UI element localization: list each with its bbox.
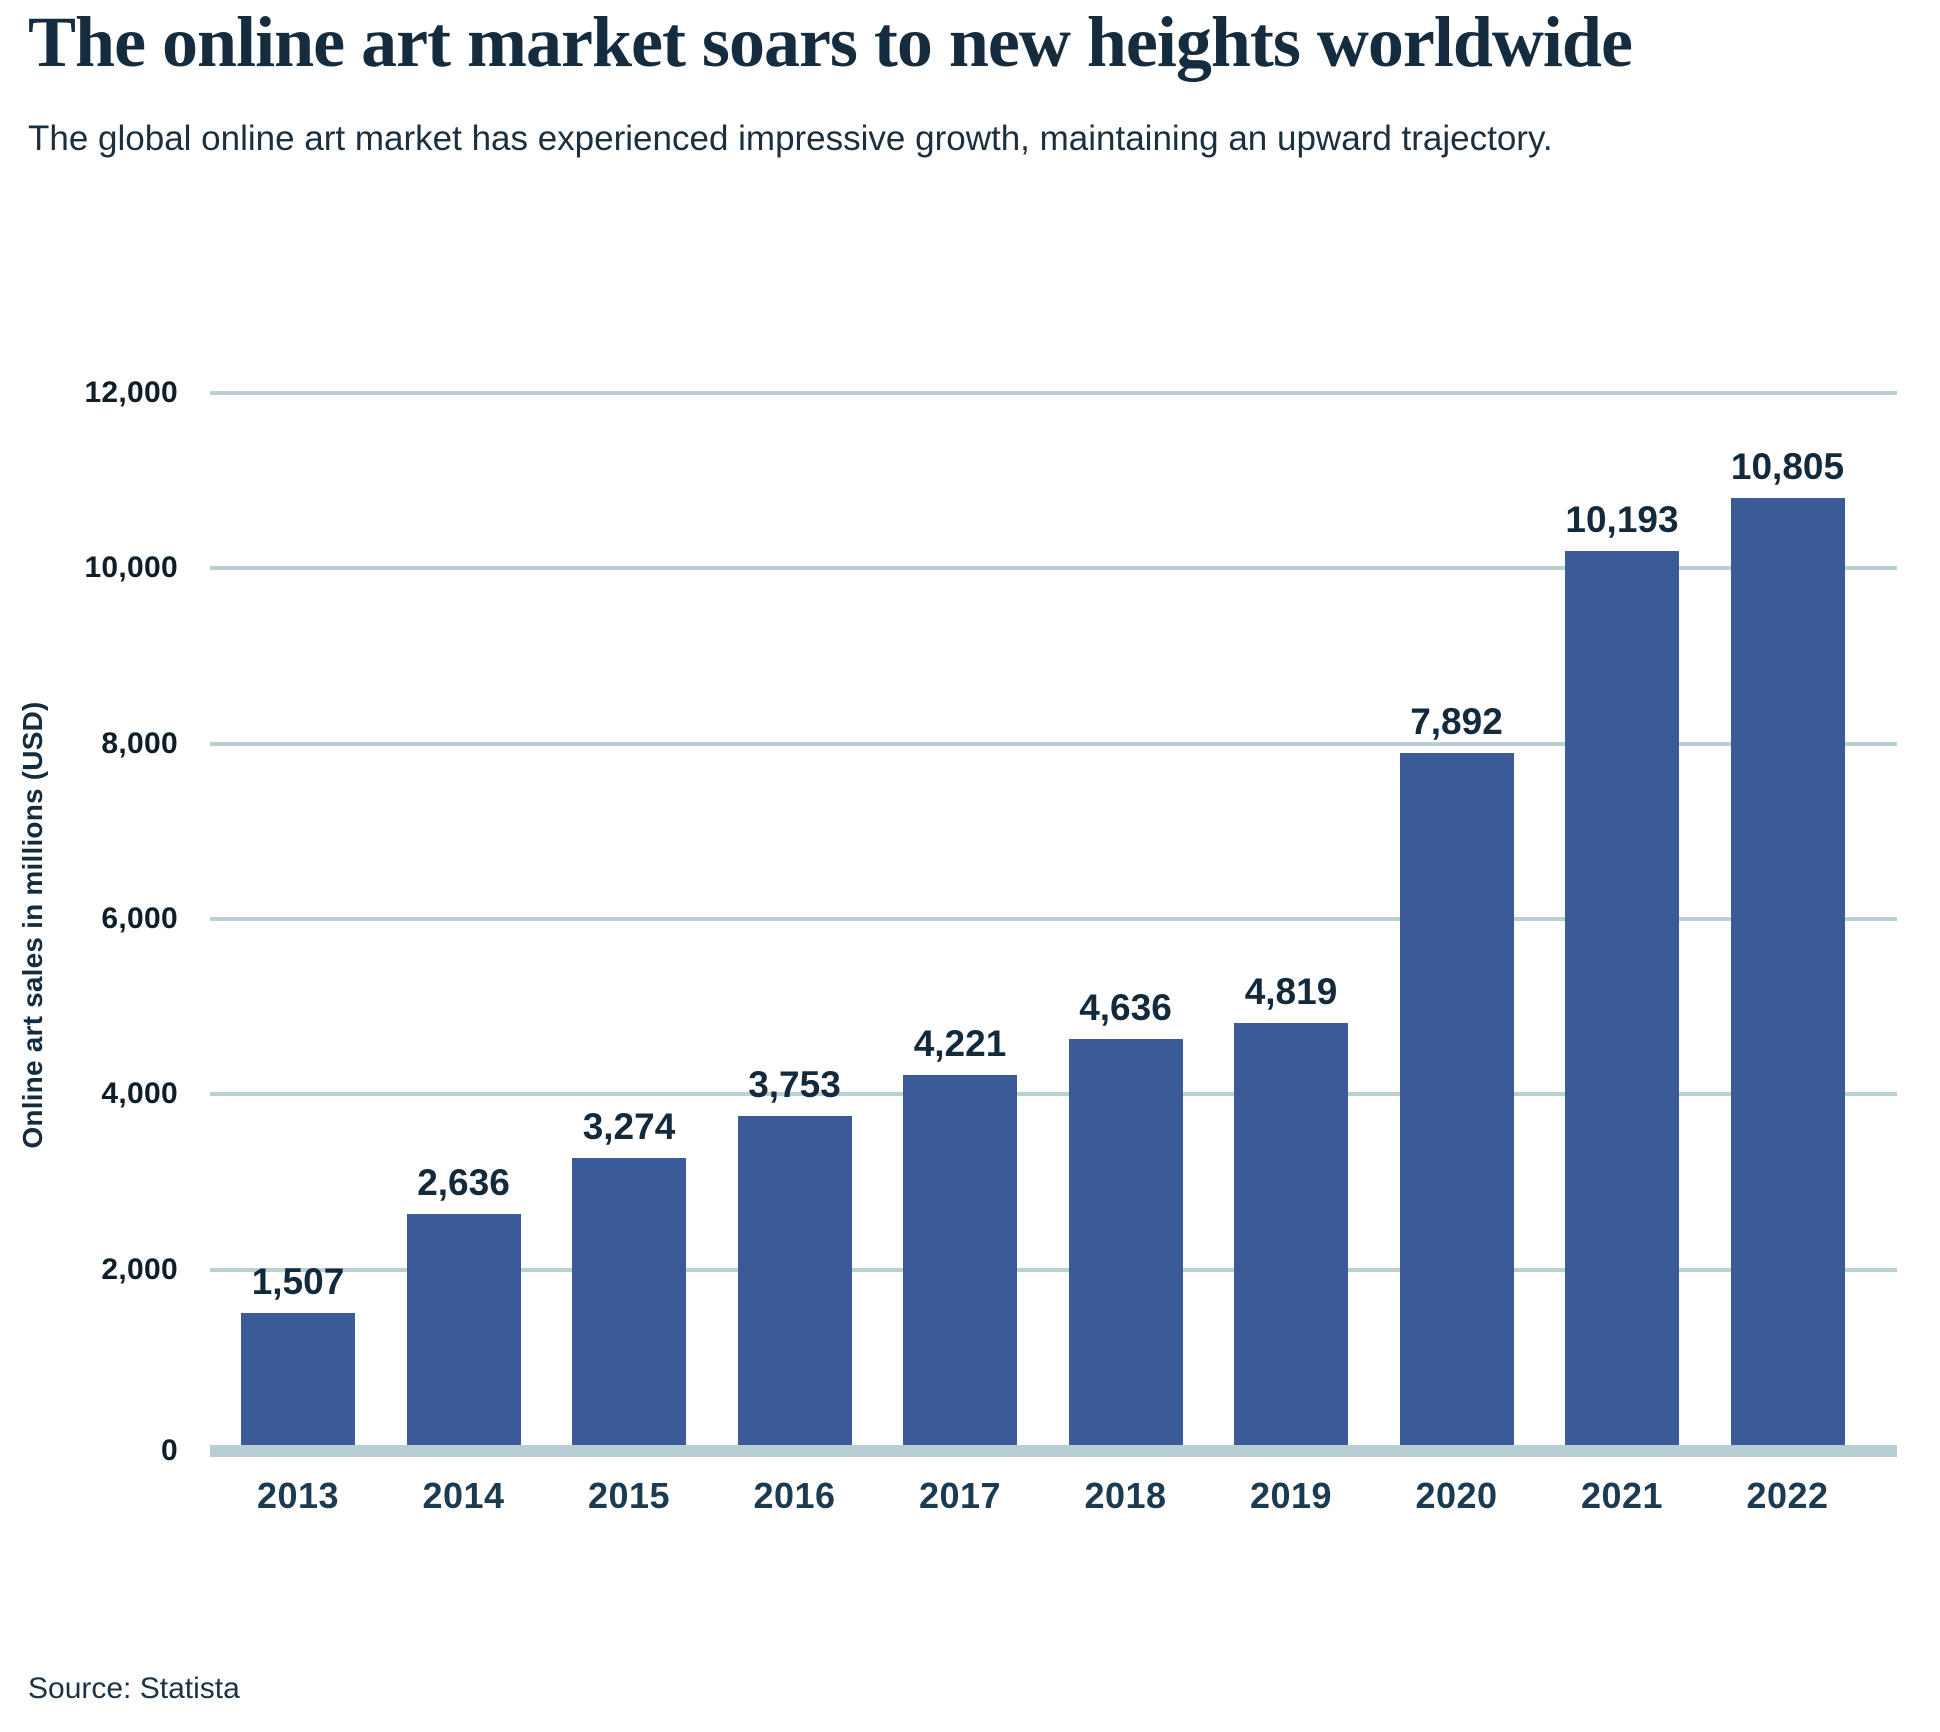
bar-2021 xyxy=(1565,551,1679,1445)
x-tick-2021: 2021 xyxy=(1580,1475,1664,1516)
y-tick-10000: 10,000 xyxy=(84,551,178,585)
y-tick-6000: 6,000 xyxy=(101,902,178,935)
x-tick-2020: 2020 xyxy=(1415,1475,1498,1516)
source-attribution: Source: Statista xyxy=(28,1672,240,1705)
value-label-2013: 1,507 xyxy=(251,1261,345,1302)
y-tick-12000: 12,000 xyxy=(84,376,178,409)
value-label-2020: 7,892 xyxy=(1410,701,1503,742)
bar-2018 xyxy=(1068,1039,1183,1445)
gridline-2000 xyxy=(210,1267,1897,1272)
x-tick-2018: 2018 xyxy=(1084,1475,1167,1516)
x-tick-2019: 2019 xyxy=(1249,1475,1333,1516)
gridline-6000 xyxy=(210,917,1897,921)
chart-subtitle: The global online art market has experie… xyxy=(28,119,1553,158)
value-label-2016: 3,753 xyxy=(748,1064,841,1105)
y-axis-tick-labels: 0 2,000 4,000 6,000 8,000 10,000 12,000 xyxy=(0,378,178,1467)
y-tick-2000: 2,000 xyxy=(101,1252,178,1286)
x-tick-2022: 2022 xyxy=(1746,1475,1829,1516)
bar-2020 xyxy=(1399,753,1514,1445)
plot-area: 1,507 2,636 3,274 3,753 4,221 4,636 4,819 7,892… xyxy=(210,391,1897,1457)
x-tick-2016: 2016 xyxy=(753,1475,836,1516)
x-tick-2013: 2013 xyxy=(256,1475,340,1516)
x-axis-tick-labels: 2013 2014 2015 2016 2017 2018 2019 2020 2021 2022 xyxy=(210,1474,1897,1518)
bar-2016 xyxy=(737,1116,852,1445)
value-label-2014: 2,636 xyxy=(417,1162,510,1203)
gridline-4000 xyxy=(210,1092,1897,1097)
y-tick-4000: 4,000 xyxy=(101,1077,178,1111)
bar-2019 xyxy=(1234,1023,1348,1445)
chart-title: The online art market soars to new heigh… xyxy=(28,2,1633,82)
x-tick-2015: 2015 xyxy=(587,1475,671,1516)
gridline-12000 xyxy=(210,391,1897,395)
bar-2017 xyxy=(903,1075,1017,1445)
gridline-8000 xyxy=(210,741,1897,746)
value-label-2015: 3,274 xyxy=(582,1106,676,1147)
bar-2022 xyxy=(1730,498,1845,1445)
bar-2015 xyxy=(572,1158,686,1445)
value-label-2017: 4,221 xyxy=(913,1023,1007,1064)
value-label-2022: 10,805 xyxy=(1730,446,1845,487)
y-tick-0: 0 xyxy=(161,1434,178,1467)
bar-2014 xyxy=(406,1214,521,1445)
value-label-2018: 4,636 xyxy=(1079,987,1172,1028)
bar-2013 xyxy=(241,1313,355,1445)
value-label-2019: 4,819 xyxy=(1244,971,1338,1012)
x-tick-2014: 2014 xyxy=(422,1475,505,1516)
x-tick-2017: 2017 xyxy=(918,1475,1002,1516)
x-axis-line xyxy=(210,1445,1897,1457)
value-label-2021: 10,193 xyxy=(1565,499,1679,540)
gridline-10000 xyxy=(210,566,1897,571)
y-tick-8000: 8,000 xyxy=(101,726,178,760)
